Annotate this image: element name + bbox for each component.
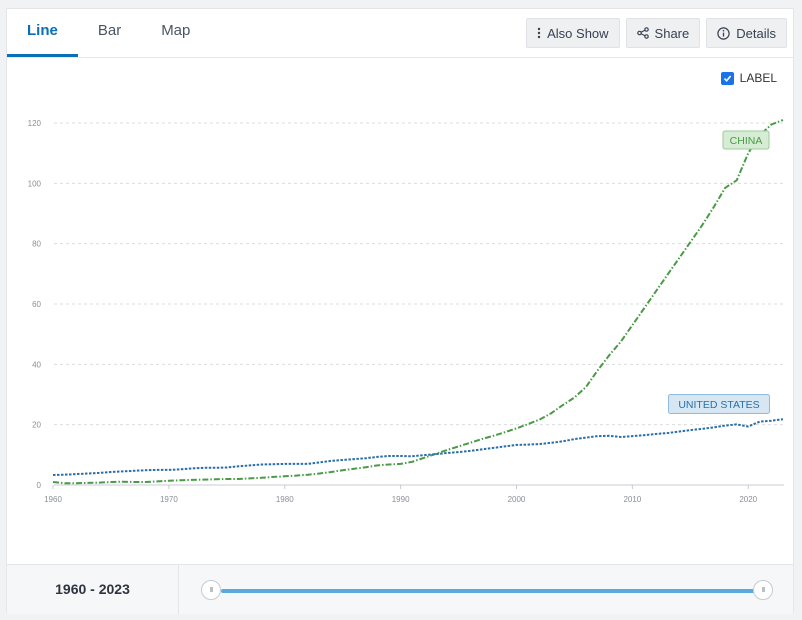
x-tick-label: 2000 (508, 495, 526, 504)
x-tick-label: 2010 (623, 495, 641, 504)
label-toggle[interactable]: LABEL (720, 71, 777, 85)
x-tick-label: 1990 (392, 495, 410, 504)
share-icon (636, 27, 649, 39)
header-divider (7, 57, 793, 58)
slider-end-handle[interactable]: III (753, 580, 773, 600)
series-label-united-states-box (668, 394, 770, 414)
year-range-slider-track[interactable] (221, 589, 765, 593)
tab-bar[interactable]: Bar (97, 22, 122, 39)
toolbar: Also Show Share Details (526, 18, 787, 48)
checkmark-icon (723, 74, 731, 82)
info-circle-icon (717, 26, 730, 40)
series-line-united-states (52, 418, 784, 476)
tab-line[interactable]: Line (7, 9, 78, 57)
year-range-label: 1960 - 2023 (7, 565, 179, 614)
slider-start-handle[interactable]: III (201, 580, 221, 600)
chart-panel: Line Bar Map Also Show Share Details (6, 8, 794, 614)
tab-map[interactable]: Map (161, 22, 191, 39)
also-show-button[interactable]: Also Show (526, 18, 620, 48)
share-button[interactable]: Share (625, 18, 701, 48)
line-chart: 0 20 40 60 80 100 120 1960 1970 1980 1990 2000 2010 2… (28, 119, 784, 504)
vertical-dots-icon (537, 27, 541, 39)
details-label: Details (736, 25, 776, 41)
x-tick-label: 1970 (160, 495, 178, 504)
y-tick-label: 100 (28, 179, 42, 188)
time-range-footer: 1960 - 2023 III III (7, 564, 793, 614)
chart-type-tabs: Line Bar Map (7, 9, 210, 57)
series-label-china-box (722, 130, 770, 150)
also-show-label: Also Show (547, 25, 609, 41)
label-checkbox[interactable] (720, 71, 734, 85)
y-tick-label: 60 (32, 300, 41, 309)
label-toggle-text: LABEL (739, 71, 777, 85)
y-tick-label: 40 (32, 360, 41, 369)
y-tick-label: 0 (37, 481, 42, 490)
details-button[interactable]: Details (706, 18, 787, 48)
series-line-china (52, 119, 784, 485)
y-tick-label: 20 (32, 421, 41, 430)
share-label: Share (654, 25, 690, 41)
x-tick-label: 1960 (44, 495, 62, 504)
y-tick-label: 80 (32, 240, 41, 249)
x-tick-label: 1980 (276, 495, 294, 504)
x-tick-label: 2020 (739, 495, 757, 504)
series-label-united-states: UNITED STATES (678, 399, 759, 411)
y-tick-label: 120 (28, 119, 42, 128)
series-label-china: CHINA (730, 135, 763, 147)
